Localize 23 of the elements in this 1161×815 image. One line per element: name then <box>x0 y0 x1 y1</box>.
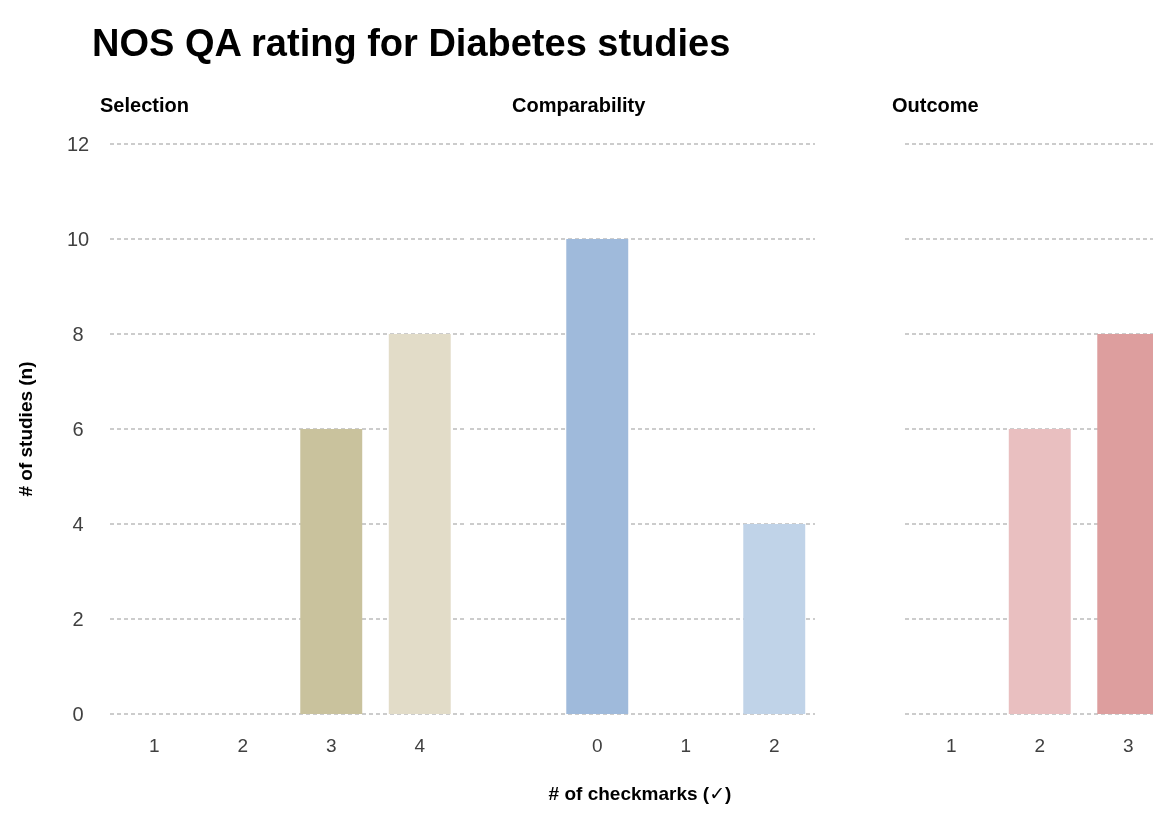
x-tick-label: 0 <box>591 735 603 756</box>
x-tick-label: 1 <box>945 735 957 756</box>
x-tick-label: 1 <box>148 735 160 756</box>
x-tick-label: 3 <box>1122 735 1134 756</box>
y-tick-label: 6 <box>72 418 84 440</box>
x-tick-label: 3 <box>325 735 337 756</box>
chart-title: Outcome <box>892 94 979 116</box>
x-tick-label: 4 <box>414 735 426 756</box>
y-axis-title: # of studies (n) <box>15 361 36 497</box>
x-tick-label: 2 <box>237 735 249 756</box>
y-tick-label: 8 <box>72 323 84 345</box>
text: NOS QA rating for Diabetes studies <box>92 22 731 64</box>
x-tick-label: 2 <box>768 735 780 756</box>
x-tick-label: 2 <box>1034 735 1046 756</box>
x-tick-label: 1 <box>680 735 692 756</box>
chart-title: Comparability <box>512 94 647 116</box>
y-tick-label: 4 <box>72 513 84 535</box>
y-tick-label: 10 <box>66 228 90 250</box>
y-tick-label: 2 <box>72 608 84 630</box>
y-tick-label: 0 <box>72 703 84 725</box>
y-tick-label: 12 <box>66 133 90 155</box>
x-axis-title: # of checkmarks (✓) <box>548 783 732 804</box>
chart-title: Selection <box>100 94 189 116</box>
